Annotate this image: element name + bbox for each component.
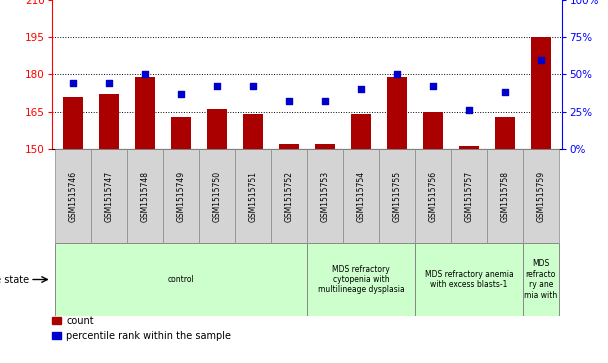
Bar (415, 243, 523, 316)
Text: GSM1515755: GSM1515755 (392, 171, 401, 221)
Bar (99, 94, 119, 149)
Bar (343, 149, 379, 243)
Bar (379, 149, 415, 243)
Text: GSM1515753: GSM1515753 (320, 171, 330, 221)
Text: GSM1515746: GSM1515746 (69, 171, 78, 221)
Point (248, 83, 258, 89)
Bar (451, 149, 487, 243)
Bar (127, 149, 163, 243)
Text: MDS refractory anemia
with excess blasts-1: MDS refractory anemia with excess blasts… (424, 270, 513, 289)
Point (500, 89, 510, 95)
Bar (315, 144, 335, 149)
Bar (136, 77, 155, 149)
Text: GSM1515754: GSM1515754 (356, 171, 365, 221)
Text: GSM1515747: GSM1515747 (105, 171, 114, 221)
Bar (307, 149, 343, 243)
Bar (199, 149, 235, 243)
Bar (235, 149, 271, 243)
Text: GSM1515748: GSM1515748 (140, 171, 150, 221)
Point (212, 83, 222, 89)
Text: GSM1515749: GSM1515749 (177, 171, 185, 221)
Bar (459, 146, 478, 149)
Bar (415, 149, 451, 243)
Bar (55, 243, 307, 316)
Bar (243, 114, 263, 149)
Bar (423, 112, 443, 149)
Bar (163, 149, 199, 243)
Point (356, 86, 366, 92)
Point (68, 81, 78, 86)
Text: MDS refractory
cytopenia with
multilineage dysplasia: MDS refractory cytopenia with multilinea… (317, 265, 404, 294)
Point (105, 81, 114, 86)
Bar (523, 149, 559, 243)
Point (464, 107, 474, 113)
Bar (523, 243, 559, 316)
Text: GSM1515756: GSM1515756 (429, 171, 437, 221)
Point (320, 98, 330, 104)
Point (536, 57, 546, 62)
Point (140, 72, 150, 77)
Bar (531, 37, 551, 149)
Bar (351, 114, 371, 149)
Text: GSM1515750: GSM1515750 (213, 171, 222, 221)
Text: GSM1515752: GSM1515752 (285, 171, 294, 221)
Point (284, 98, 294, 104)
Text: GSM1515751: GSM1515751 (249, 171, 258, 221)
Text: GSM1515759: GSM1515759 (536, 171, 545, 221)
Bar (207, 109, 227, 149)
Point (428, 83, 438, 89)
Text: GSM1515757: GSM1515757 (465, 171, 474, 221)
Bar (171, 117, 191, 149)
Bar (91, 149, 127, 243)
Point (176, 91, 186, 97)
Bar (271, 149, 307, 243)
Bar (307, 243, 415, 316)
Bar (63, 97, 83, 149)
Bar (487, 149, 523, 243)
Legend: count, percentile rank within the sample: count, percentile rank within the sample (52, 316, 231, 340)
Bar (495, 117, 515, 149)
Bar (279, 144, 299, 149)
Text: control: control (168, 275, 195, 284)
Text: MDS
refracto
ry ane
mia with: MDS refracto ry ane mia with (524, 260, 558, 299)
Bar (387, 77, 407, 149)
Point (392, 72, 402, 77)
Text: disease state: disease state (0, 274, 29, 285)
Bar (55, 149, 91, 243)
Text: GSM1515758: GSM1515758 (500, 171, 510, 221)
